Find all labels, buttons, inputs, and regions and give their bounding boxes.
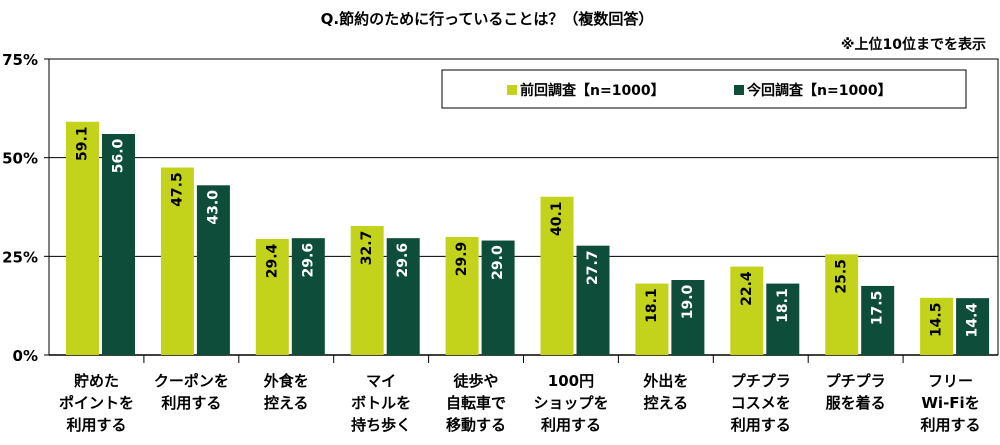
y-tick-label: 50%	[2, 150, 38, 168]
bar-current	[861, 285, 895, 355]
x-category-label: 外食を	[263, 372, 309, 390]
bar-previous	[66, 121, 99, 355]
bar-value-label: 47.5	[169, 172, 185, 207]
bar-value-label: 25.5	[834, 259, 850, 294]
bar-value-label: 22.4	[739, 271, 755, 306]
x-category-label: 控える	[644, 394, 689, 412]
chart-note: ※上位10位までを表示	[841, 36, 986, 53]
x-category-label: 控える	[264, 394, 309, 412]
plot-area: 0%25%50%75%59.1 56.0貯めたポイントを利用する47.543.0ク…	[2, 51, 999, 434]
y-tick-label: 0%	[13, 347, 38, 365]
bar-current	[102, 133, 135, 355]
x-category-label: 持ち歩く	[351, 416, 411, 434]
bar-value-label: 29.4	[264, 243, 280, 278]
bar-current	[291, 238, 325, 355]
legend-swatch-current	[734, 85, 744, 95]
bar-value-label: 17.5	[870, 291, 886, 326]
x-category-label: ポイントを	[59, 394, 134, 412]
legend-label-current: 今回調査【n=1000】	[746, 82, 892, 99]
x-category-label: 100円	[548, 372, 594, 390]
bar-previous	[540, 196, 574, 355]
bar-value-label: 18.1	[644, 288, 660, 323]
bar-value-label: 43.0	[205, 190, 221, 225]
bar-previous	[445, 236, 479, 355]
x-category-label: 利用する	[161, 394, 221, 412]
bar-value-label: 27.7	[585, 250, 601, 285]
bar-previous	[350, 225, 384, 355]
y-tick-label: 25%	[2, 248, 38, 266]
chart-title: Q.節約のために行っていることは？（複数回答）	[321, 10, 654, 28]
x-category-label: ショップを	[533, 394, 608, 412]
bar-value-label: 18.1	[775, 288, 791, 323]
legend-label-previous: 前回調査【n=1000】	[520, 82, 665, 99]
bar-current	[671, 280, 705, 355]
bar-current	[766, 283, 800, 355]
x-category-label: Wi-Fiを	[921, 394, 979, 412]
bar-value-label: 29.6	[395, 243, 411, 278]
bar-current	[386, 238, 420, 355]
bar-previous	[730, 266, 764, 355]
bar-value-label: 32.7	[359, 231, 375, 266]
legend: 前回調査【n=1000】 今回調査【n=1000】	[441, 69, 967, 109]
legend-box	[441, 69, 967, 109]
y-tick-label: 75%	[2, 51, 38, 69]
bar-previous	[160, 167, 194, 355]
bar-value-label: 59.1	[75, 126, 91, 161]
x-category-label: クーポンを	[154, 372, 229, 390]
x-category-label: 自転車で	[446, 394, 506, 412]
x-category-label: 利用する	[541, 416, 601, 434]
bar-value-label: 40.1	[549, 201, 565, 236]
bar-value-label: 56.0	[111, 138, 127, 173]
plot-frame	[48, 58, 999, 355]
bar-current	[196, 185, 230, 355]
x-category-label: 利用する	[921, 416, 981, 434]
bar-value-label: 14.4	[965, 303, 981, 338]
legend-swatch-previous	[507, 85, 517, 95]
x-category-label: フリー	[928, 372, 973, 390]
bar-previous	[255, 238, 289, 355]
bar-current	[576, 245, 610, 355]
x-category-label: プチプラ	[731, 372, 791, 390]
bar-current	[481, 240, 515, 355]
bar-value-label: 29.6	[300, 243, 316, 278]
x-category-label: 徒歩や	[453, 372, 499, 390]
x-category-label: 外出を	[642, 372, 688, 390]
bar-value-label: 29.9	[454, 242, 470, 277]
bar-value-label: 14.5	[929, 302, 945, 337]
x-category-label: 移動する	[446, 416, 506, 434]
x-category-label: ボトルを	[351, 394, 411, 412]
bar-value-label: 19.0	[680, 284, 696, 319]
x-category-label: コスメを	[731, 394, 791, 412]
bar-previous	[920, 297, 954, 355]
x-category-label: プチプラ	[826, 372, 886, 390]
x-category-label: 利用する	[66, 416, 126, 434]
bar-previous	[635, 283, 669, 355]
x-category-label: マイ	[366, 372, 396, 390]
bar-current	[956, 298, 990, 355]
x-category-label: 貯めた	[74, 372, 119, 390]
bar-previous	[825, 254, 859, 355]
x-category-label: 利用する	[731, 416, 791, 434]
bar-value-label: 29.0	[490, 245, 506, 280]
x-category-label: 服を着る	[826, 394, 886, 412]
